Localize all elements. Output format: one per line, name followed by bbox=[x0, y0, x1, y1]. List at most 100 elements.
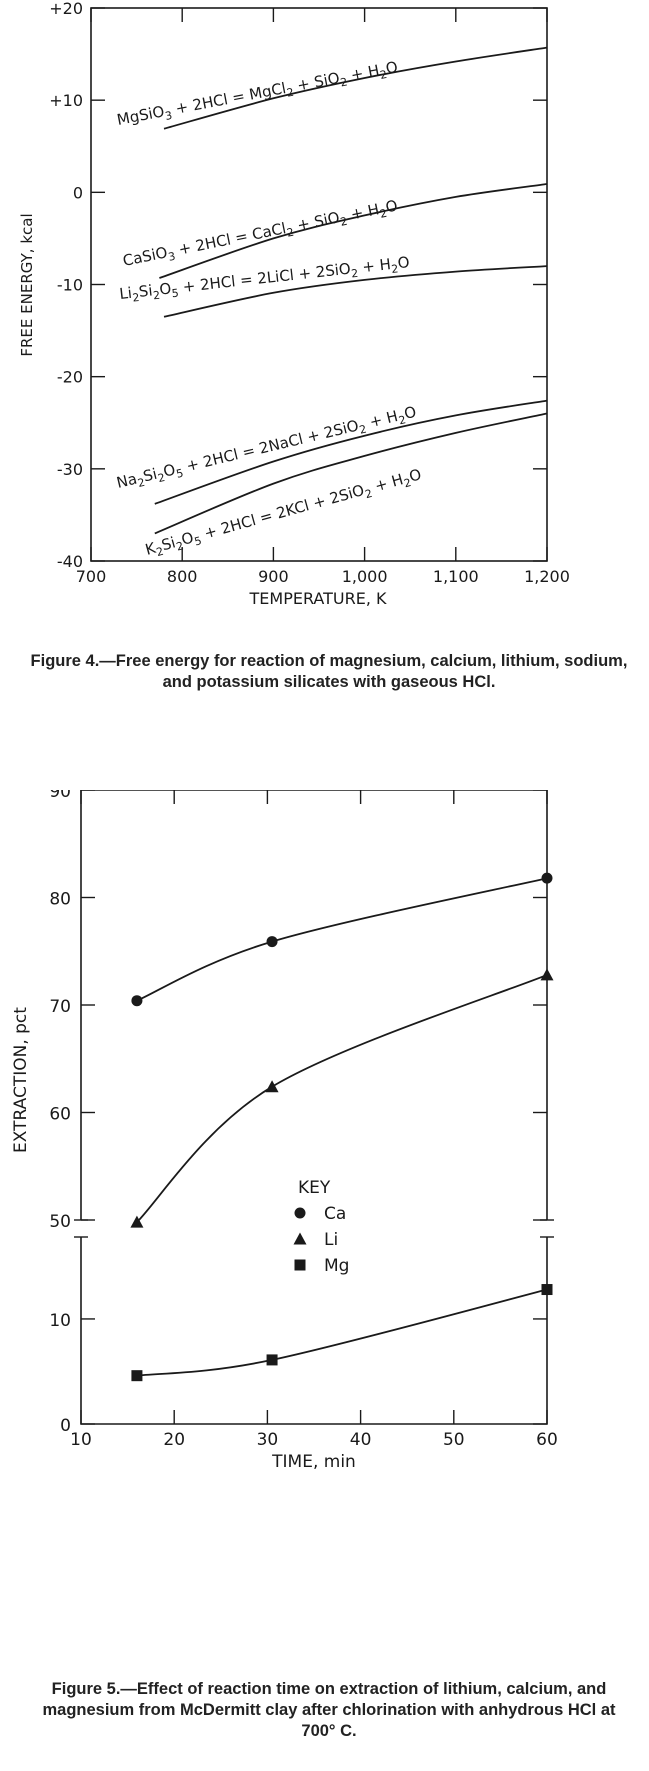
y-tick-label: 0 bbox=[73, 183, 83, 202]
point-li bbox=[540, 968, 554, 981]
label-mg: MgSiO3 + 2HCl = MgCl2 + SiO2 + H2O bbox=[115, 58, 399, 132]
y-tick-label: -10 bbox=[57, 276, 83, 295]
figure-4-caption: Figure 4.—Free energy for reaction of ma… bbox=[30, 652, 628, 691]
label-text: Na bbox=[115, 470, 139, 492]
label-subscript: 2 bbox=[391, 262, 399, 276]
point-li bbox=[265, 1080, 279, 1093]
label-subscript: 2 bbox=[132, 291, 140, 305]
point-ca bbox=[266, 936, 278, 948]
curve-ca bbox=[136, 877, 548, 1002]
y-tick-label: 10 bbox=[49, 1311, 71, 1331]
y-tick-label: +10 bbox=[49, 91, 83, 110]
label-subscript: 2 bbox=[175, 539, 185, 553]
label-subscript: 2 bbox=[364, 487, 374, 501]
curve-mg bbox=[163, 46, 548, 130]
x-tick-label: 900 bbox=[258, 567, 289, 586]
point-ca bbox=[541, 872, 553, 884]
label-subscript: 2 bbox=[339, 75, 348, 89]
label-subscript: 5 bbox=[193, 534, 203, 548]
x-tick-label: 10 bbox=[70, 1430, 92, 1450]
upper-panel-frame bbox=[80, 790, 548, 1220]
y-tick-label: 60 bbox=[49, 1105, 71, 1125]
curve-mg bbox=[136, 1288, 548, 1377]
x-axis-label: TIME, min bbox=[271, 1452, 356, 1472]
legend-label-li: Li bbox=[324, 1230, 338, 1250]
y-tick-label: 90 bbox=[49, 790, 71, 802]
label-text: O bbox=[162, 460, 178, 480]
label-text: + 2HCl = 2LiCl + 2SiO bbox=[177, 260, 351, 297]
label-text: Si bbox=[138, 281, 154, 300]
label-text: MgSiO bbox=[115, 102, 165, 129]
curve-na bbox=[154, 399, 548, 505]
label-text: + 2HCl = 2NaCl + 2SiO bbox=[180, 416, 361, 476]
legend-label-ca: Ca bbox=[324, 1204, 346, 1224]
y-axis-label: FREE ENERGY, kcal bbox=[18, 213, 36, 356]
y-tick-label: 50 bbox=[49, 1212, 71, 1232]
curve-li bbox=[136, 974, 548, 1223]
label-text: O bbox=[384, 58, 399, 78]
legend-marker-li bbox=[293, 1232, 307, 1245]
y-tick-label: -40 bbox=[57, 552, 83, 571]
curve-ca bbox=[159, 183, 548, 279]
label-subscript: 2 bbox=[402, 476, 412, 490]
label-text: + H bbox=[345, 61, 381, 85]
label-text: CaSiO bbox=[121, 243, 169, 270]
y-axis-label: EXTRACTION, pct bbox=[11, 1007, 31, 1153]
figure-4-chart: 700 800 900 1,000 1,100 1,200 +20 +10 0 -10 -20 -30… bbox=[18, 0, 570, 608]
label-text: + H bbox=[357, 255, 392, 277]
label-subscript: 2 bbox=[155, 545, 165, 559]
label-subscript: 2 bbox=[157, 471, 167, 485]
label-text: + 2HCl = MgCl bbox=[169, 79, 287, 119]
point-mg bbox=[131, 1370, 143, 1382]
label-text: Si bbox=[159, 533, 177, 554]
y-tick-label: -20 bbox=[57, 368, 83, 387]
label-subscript: 2 bbox=[358, 423, 368, 437]
label-subscript: 3 bbox=[164, 109, 173, 123]
curve-k bbox=[154, 412, 548, 535]
label-text: O bbox=[402, 403, 418, 423]
label-text: Li bbox=[118, 284, 132, 303]
point-ca bbox=[131, 995, 143, 1007]
y-tick-label: -30 bbox=[57, 460, 83, 479]
point-li bbox=[130, 1215, 144, 1228]
curve-li bbox=[163, 265, 548, 318]
label-subscript: 2 bbox=[136, 476, 146, 490]
label-text: + H bbox=[368, 470, 405, 496]
legend-marker-ca bbox=[294, 1207, 306, 1219]
x-tick-label: 30 bbox=[257, 1430, 279, 1450]
x-tick-label: 1,000 bbox=[342, 567, 388, 586]
legend-title: KEY bbox=[298, 1178, 331, 1198]
label-subscript: 2 bbox=[379, 68, 388, 82]
label-subscript: 2 bbox=[397, 413, 407, 427]
label-text: O bbox=[158, 279, 172, 298]
label-subscript: 3 bbox=[167, 250, 176, 264]
label-subscript: 5 bbox=[171, 287, 179, 301]
lower-panel-frame bbox=[80, 1237, 548, 1425]
label-text: + H bbox=[344, 200, 380, 224]
y-tick-label: 80 bbox=[49, 890, 71, 910]
figure-5-caption: Figure 5.—Effect of reaction time on ext… bbox=[42, 1680, 616, 1740]
point-mg bbox=[266, 1354, 278, 1366]
label-subscript: 2 bbox=[379, 207, 388, 221]
label-subscript: 2 bbox=[152, 289, 160, 303]
x-tick-label: 800 bbox=[167, 567, 198, 586]
label-text: O bbox=[179, 528, 195, 549]
x-tick-label: 700 bbox=[76, 567, 107, 586]
label-text: Si bbox=[141, 465, 159, 486]
label-text: + SiO bbox=[291, 208, 341, 235]
x-tick-label: 1,100 bbox=[433, 567, 479, 586]
label-subscript: 2 bbox=[286, 226, 295, 240]
label-subscript: 2 bbox=[339, 215, 348, 229]
label-text: O bbox=[407, 465, 423, 486]
label-text: O bbox=[397, 253, 411, 272]
x-tick-label: 40 bbox=[350, 1430, 372, 1450]
label-subscript: 5 bbox=[175, 467, 185, 481]
x-tick-label: 1,200 bbox=[524, 567, 570, 586]
x-tick-label: 50 bbox=[443, 1430, 465, 1450]
y-tick-label: 0 bbox=[60, 1416, 71, 1436]
label-subscript: 2 bbox=[351, 267, 359, 281]
x-axis-label: TEMPERATURE, K bbox=[249, 589, 388, 608]
label-text: + 2HCl = 2KCl + 2SiO bbox=[198, 481, 367, 544]
y-tick-label: 70 bbox=[49, 997, 71, 1017]
